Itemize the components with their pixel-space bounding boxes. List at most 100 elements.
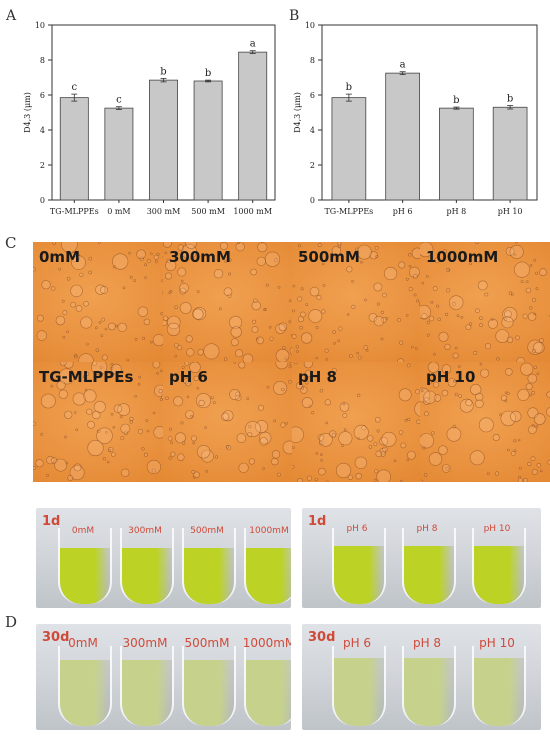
- significance-letter: b: [160, 66, 166, 77]
- tube-label: 0mM: [71, 526, 95, 536]
- category-label: 500 mM: [191, 207, 225, 216]
- micrograph: 1000mM5μm: [420, 242, 550, 362]
- droplets: [420, 362, 550, 482]
- category-label: 0 mM: [107, 207, 130, 216]
- y-axis-label: D4,3 (μm): [293, 92, 302, 133]
- category-label: 1000 mM: [233, 207, 272, 216]
- photo-1d-salt: 1d 0mM 300mM 500mM 1000mM: [36, 508, 291, 608]
- test-tube: [182, 528, 236, 604]
- test-tube: [244, 646, 291, 726]
- tube-label: 1000mM: [242, 636, 291, 650]
- micrograph-label: 500mM: [298, 248, 360, 266]
- category-label: pH 6: [393, 207, 413, 216]
- emulsion: [334, 546, 384, 604]
- chart-b: 0 2 4 6 8 10 D4,3 (μm) b TG-MLPPEs a pH 6 b pH 8 b pH …: [293, 21, 538, 216]
- significance-letter: b: [453, 95, 459, 106]
- emulsion: [246, 548, 291, 604]
- tube-label: 300mM: [122, 636, 168, 650]
- photo-1d-ph: 1d pH 6 pH 8 pH 10: [302, 508, 541, 608]
- test-tube: [472, 646, 526, 726]
- significance-letter: b: [346, 82, 352, 93]
- y-tick-label: 4: [40, 126, 45, 135]
- test-tube: [120, 528, 174, 604]
- plot-frame: [321, 24, 538, 201]
- tube-label: 1000mM: [249, 526, 289, 536]
- y-tick-label: 0: [40, 196, 45, 205]
- tube-label: pH 10: [479, 636, 515, 650]
- photo-30d-ph: 30d pH 6 pH 8 pH 10: [302, 624, 541, 730]
- emulsion: [334, 658, 384, 726]
- micrograph: pH 85μm: [292, 362, 444, 482]
- panel-letter-d: D: [5, 613, 18, 631]
- tube-label: 500mM: [184, 636, 230, 650]
- test-tube: [58, 528, 112, 604]
- y-tick-label: 10: [305, 21, 315, 30]
- tube-label: pH 6: [342, 636, 372, 650]
- significance-letter: a: [250, 39, 256, 50]
- y-tick-label: 4: [310, 126, 315, 135]
- significance-letter: b: [507, 94, 513, 105]
- emulsion: [404, 546, 454, 604]
- y-tick-label: 6: [310, 91, 315, 100]
- micrograph: 500mM5μm: [292, 242, 444, 362]
- day-label: 1d: [308, 514, 327, 529]
- tube-label: pH 6: [346, 524, 368, 534]
- test-tube: [244, 528, 291, 604]
- micrograph-label: pH 8: [298, 368, 337, 386]
- bar: [104, 107, 134, 201]
- emulsion: [246, 660, 291, 726]
- bar: [238, 51, 268, 201]
- test-tube: [332, 646, 386, 726]
- test-tube: [120, 646, 174, 726]
- day-label: 30d: [42, 630, 70, 645]
- micrograph-label: 0mM: [39, 248, 80, 266]
- emulsion: [122, 660, 172, 726]
- bar: [331, 97, 367, 201]
- significance-letter: c: [71, 82, 77, 93]
- test-tube: [402, 528, 456, 604]
- y-tick-label: 8: [40, 56, 45, 65]
- y-tick-label: 8: [310, 56, 315, 65]
- y-axis-label: D4,3 (μm): [23, 92, 32, 133]
- micrograph-label: pH 10: [426, 368, 476, 386]
- panel-letter-b: B: [289, 8, 300, 24]
- droplets: [292, 362, 444, 482]
- tube-label: 500mM: [190, 526, 224, 536]
- chart-a: 0 2 4 6 8 10 D4,3 (μm) c TG-MLPPEs c 0 mM b 300 mM b 5…: [23, 21, 276, 216]
- day-label: 30d: [308, 630, 336, 645]
- significance-letter: c: [116, 95, 122, 106]
- test-tube: [58, 646, 112, 726]
- test-tube: [472, 528, 526, 604]
- test-tube: [402, 646, 456, 726]
- y-tick-label: 2: [40, 161, 45, 170]
- droplets: [420, 242, 550, 362]
- significance-letter: b: [205, 68, 211, 79]
- emulsion: [184, 548, 234, 604]
- photo-30d-salt: 30d 0mM 300mM 500mM 1000mM: [36, 624, 291, 730]
- emulsion: [474, 546, 524, 604]
- emulsion: [60, 660, 110, 726]
- category-label: pH 8: [447, 207, 467, 216]
- tube-label: 0mM: [68, 636, 98, 650]
- bar: [439, 107, 474, 201]
- y-tick-label: 2: [310, 161, 315, 170]
- day-label: 1d: [42, 514, 61, 529]
- panel-letter-c: C: [5, 234, 17, 252]
- y-tick-label: 6: [40, 91, 45, 100]
- test-tube: [182, 646, 236, 726]
- emulsion: [184, 660, 234, 726]
- bar: [193, 80, 223, 201]
- micrograph-label: TG-MLPPEs: [39, 368, 134, 386]
- panel-letter-a: A: [6, 8, 17, 24]
- emulsion: [60, 548, 110, 604]
- y-tick-label: 10: [35, 21, 45, 30]
- micrograph: pH 105μm: [420, 362, 550, 482]
- tube-label: pH 10: [483, 524, 511, 534]
- significance-letter: a: [400, 60, 406, 71]
- tube-label: 300mM: [128, 526, 162, 536]
- micrograph-label: 1000mM: [426, 248, 499, 266]
- emulsion: [122, 548, 172, 604]
- test-tube: [332, 528, 386, 604]
- tube-label: pH 8: [416, 524, 438, 534]
- y-tick-label: 0: [310, 196, 315, 205]
